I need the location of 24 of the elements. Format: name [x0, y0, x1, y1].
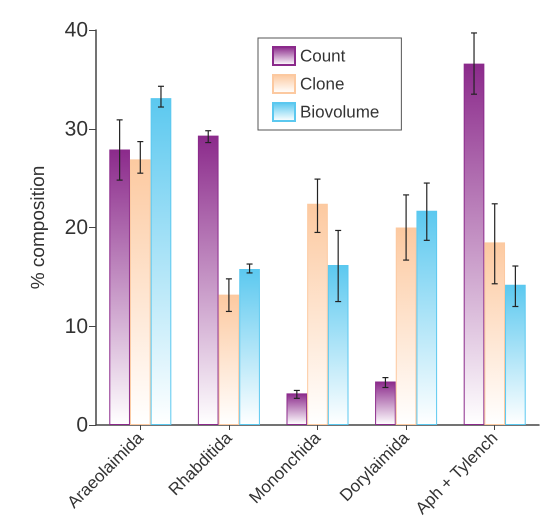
bar	[396, 228, 416, 425]
legend-label: Biovolume	[300, 102, 380, 122]
bar	[130, 159, 151, 425]
bar	[416, 210, 438, 425]
y-axis-title: % composition	[28, 166, 49, 290]
legend-label: Count	[300, 46, 346, 66]
y-tick-label: 20	[64, 216, 88, 239]
bar	[375, 382, 396, 425]
y-tick-label: 10	[64, 314, 88, 338]
bar	[198, 136, 219, 425]
bar	[239, 268, 260, 425]
y-tick-label: 30	[64, 117, 88, 140]
bar	[307, 204, 328, 425]
bar	[328, 265, 349, 425]
bar	[109, 149, 130, 425]
legend-label: Clone	[300, 74, 344, 94]
bar	[484, 242, 506, 425]
bar	[464, 64, 484, 425]
y-tick-label: 0	[76, 414, 88, 436]
y-tick-label: 40	[64, 18, 88, 42]
bar	[286, 393, 308, 425]
bar	[218, 294, 240, 425]
bar	[505, 284, 526, 425]
bar	[150, 98, 172, 425]
